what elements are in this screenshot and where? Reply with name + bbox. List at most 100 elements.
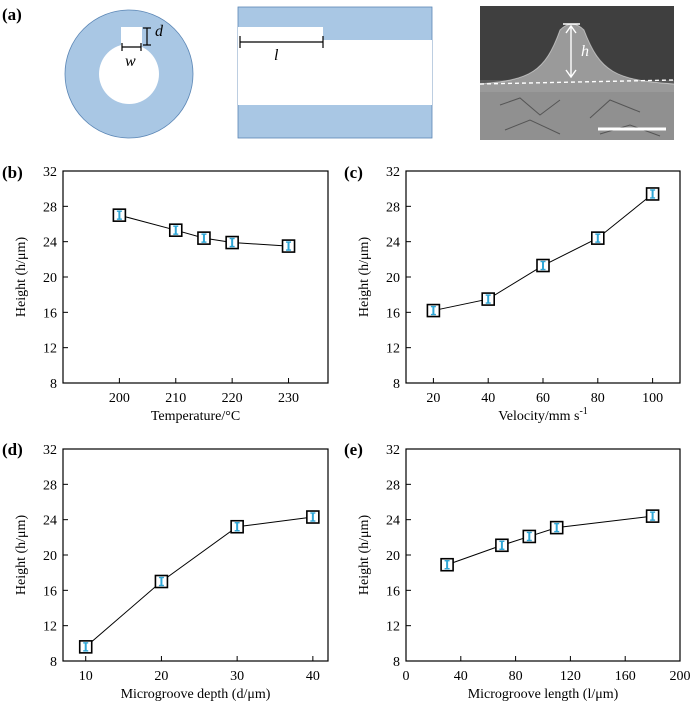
data-point	[495, 538, 509, 553]
x-axis-label: Microgroove length (l/μm)	[468, 687, 619, 702]
series-line	[433, 193, 653, 312]
x-tick-label: 20	[426, 391, 440, 406]
plot-frame	[405, 170, 681, 384]
x-tick-label: 10	[79, 669, 93, 684]
y-tick-label: 24	[386, 514, 400, 529]
y-tick-label: 16	[386, 584, 400, 599]
data-point	[154, 574, 169, 589]
y-tick-label: 28	[43, 478, 57, 493]
y-tick-label: 24	[386, 236, 400, 251]
data-point	[440, 557, 454, 572]
channel-schematic	[237, 6, 433, 139]
data-point	[168, 223, 183, 237]
y-tick-label: 24	[43, 236, 57, 251]
x-tick-label: 40	[306, 669, 320, 684]
x-tick-label: 20	[154, 669, 168, 684]
label-h: h	[581, 43, 589, 60]
y-tick-label: 16	[43, 306, 57, 321]
data-point	[230, 519, 244, 534]
y-tick-label: 12	[43, 342, 57, 357]
x-tick-label: 0	[403, 669, 410, 684]
data-point	[536, 258, 550, 273]
data-point	[481, 292, 496, 306]
x-tick-label: 80	[509, 669, 523, 684]
series-line	[446, 515, 653, 566]
x-tick-label: 60	[536, 391, 550, 406]
y-tick-label: 8	[393, 655, 400, 670]
y-tick-label: 20	[43, 549, 57, 564]
y-tick-label: 32	[386, 165, 400, 180]
panel-label-a: (a)	[2, 5, 22, 24]
y-tick-label: 32	[43, 165, 57, 180]
y-tick-label: 24	[43, 514, 57, 529]
y-tick-label: 28	[386, 478, 400, 493]
y-axis-label: Height (h/μm)	[357, 515, 372, 596]
x-tick-label: 40	[481, 391, 495, 406]
x-tick-label: 80	[591, 391, 605, 406]
data-point	[645, 187, 660, 201]
data-point	[225, 235, 239, 250]
x-tick-label: 30	[230, 669, 244, 684]
x-axis-label-sup: -1	[579, 406, 587, 417]
y-tick-label: 16	[43, 584, 57, 599]
data-point	[197, 231, 211, 245]
y-tick-label: 16	[386, 306, 400, 321]
y-tick-label: 32	[43, 443, 57, 458]
panel-label-b: (b)	[2, 163, 23, 182]
chart-e: 8 12 16 20 24 28 32 0 40 80 120 160 200 Microgroove l…	[357, 443, 691, 702]
y-tick-label: 32	[386, 443, 400, 458]
data-point	[426, 303, 441, 318]
x-tick-label: 220	[222, 391, 243, 406]
y-axis-label: Height (h/μm)	[357, 237, 372, 318]
x-tick-label: 40	[454, 669, 468, 684]
ring-schematic	[64, 9, 194, 139]
data-point	[645, 509, 660, 523]
y-tick-label: 8	[50, 377, 57, 392]
panel-label-e: (e)	[344, 440, 363, 459]
x-axis-label: Microgroove depth (d/μm)	[121, 687, 271, 702]
x-tick-label: 160	[615, 669, 636, 684]
data-point	[78, 640, 93, 654]
label-w: w	[125, 53, 136, 70]
x-tick-label: 210	[165, 391, 186, 406]
plot-frame	[62, 170, 329, 384]
x-axis-label: Velocity/mm s-1	[498, 406, 588, 424]
panel-label-c: (c)	[344, 163, 363, 182]
chart-c: 8 12 16 20 24 28 32 20 40 60 80 100 Velocity/mm s-1 H…	[357, 165, 681, 424]
series-line	[85, 516, 313, 648]
chart-d: 8 12 16 20 24 28 32 10 20 30 40 Microgroove depth (…	[14, 443, 329, 702]
y-tick-label: 20	[43, 271, 57, 286]
x-tick-label: 100	[642, 391, 663, 406]
sem-micrograph	[479, 6, 675, 140]
y-tick-label: 8	[393, 377, 400, 392]
data-point	[590, 231, 605, 245]
panel-label-d: (d)	[2, 440, 23, 459]
x-tick-label: 200	[109, 391, 130, 406]
data-point	[112, 208, 127, 222]
plot-frame	[405, 448, 681, 662]
y-tick-label: 28	[386, 200, 400, 215]
data-point	[522, 529, 537, 544]
y-tick-label: 8	[50, 655, 57, 670]
x-tick-label: 230	[278, 391, 299, 406]
x-axis-label: Temperature/°C	[151, 409, 240, 424]
chart-b: 8 12 16 20 24 28 32 200 210 220 230 Temperature/°C H…	[14, 165, 329, 424]
y-axis-label: Height (h/μm)	[14, 515, 29, 596]
y-tick-label: 20	[386, 271, 400, 286]
data-point	[549, 520, 564, 535]
y-axis-label: Height (h/μm)	[14, 237, 29, 318]
x-tick-label: 200	[670, 669, 691, 684]
y-tick-label: 12	[386, 342, 400, 357]
x-tick-label: 120	[560, 669, 581, 684]
data-point	[281, 239, 296, 253]
label-d: d	[155, 23, 164, 40]
data-point	[306, 510, 320, 524]
y-tick-label: 28	[43, 200, 57, 215]
label-l: l	[274, 47, 279, 64]
plot-frame	[62, 448, 329, 662]
y-tick-label: 12	[386, 620, 400, 635]
y-tick-label: 20	[386, 549, 400, 564]
y-tick-label: 12	[43, 620, 57, 635]
